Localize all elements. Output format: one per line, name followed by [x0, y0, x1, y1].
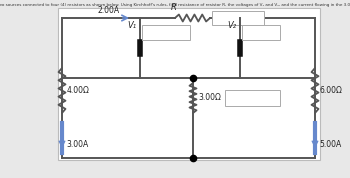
Bar [142, 25, 190, 40]
Bar [242, 25, 280, 40]
Text: 2.00A: 2.00A [98, 6, 120, 15]
Bar [225, 90, 280, 106]
Text: 3.00A: 3.00A [66, 140, 88, 149]
Bar [212, 11, 264, 25]
Text: V₂: V₂ [227, 21, 236, 30]
Text: V₁: V₁ [127, 21, 136, 30]
Bar [58, 8, 320, 160]
Text: 5.00A: 5.00A [319, 140, 341, 149]
Text: R: R [171, 3, 177, 12]
Text: 6.00Ω: 6.00Ω [320, 86, 343, 95]
Text: 4.00Ω: 4.00Ω [67, 86, 90, 95]
Text: There are two sources connected to four (4) resistors as shown below. Using Kirc: There are two sources connected to four … [0, 3, 350, 7]
Text: 3.00Ω: 3.00Ω [198, 93, 221, 103]
